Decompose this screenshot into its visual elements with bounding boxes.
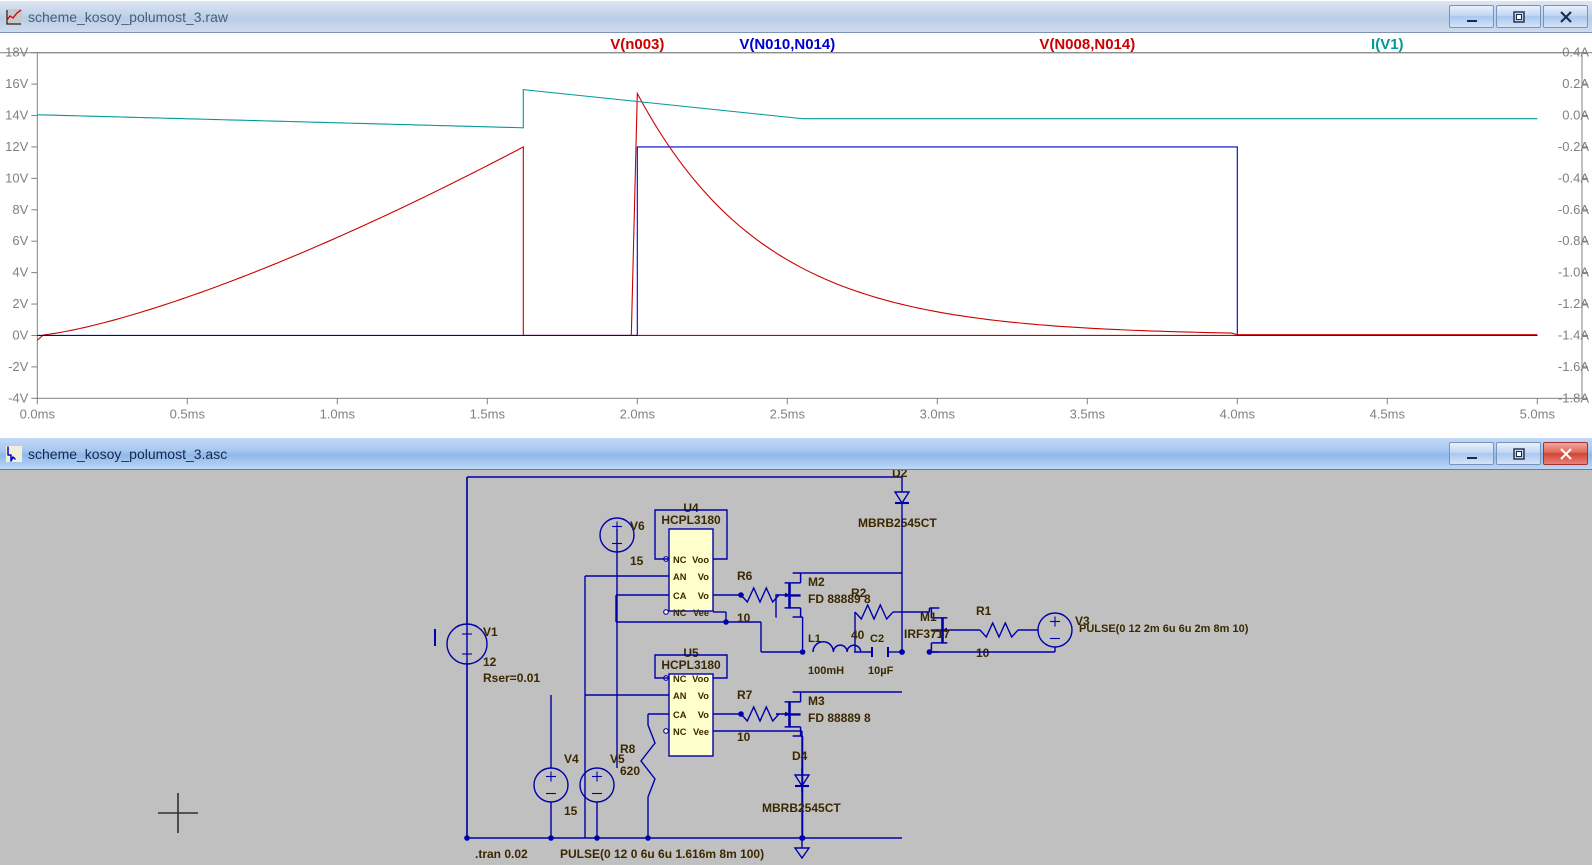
svg-text:4.0ms: 4.0ms (1220, 406, 1256, 421)
svg-text:10: 10 (737, 730, 751, 744)
svg-text:R7: R7 (737, 688, 753, 702)
svg-text:0.5ms: 0.5ms (170, 406, 206, 421)
svg-text:PULSE(0 12 2m 6u 6u 2m 8m 10): PULSE(0 12 2m 6u 6u 2m 8m 10) (1079, 623, 1249, 635)
svg-text:0.2A: 0.2A (1562, 76, 1589, 91)
svg-text:14V: 14V (5, 108, 28, 123)
svg-text:PULSE(0 12 0 6u 6u 1.616m 8m 1: PULSE(0 12 0 6u 6u 1.616m 8m 100) (560, 847, 764, 861)
svg-text:R1: R1 (976, 604, 992, 618)
svg-text:Rser=0.01: Rser=0.01 (483, 671, 540, 685)
svg-text:0.0ms: 0.0ms (20, 406, 56, 421)
svg-text:V(n003): V(n003) (610, 36, 664, 53)
svg-text:40: 40 (851, 628, 865, 642)
svg-text:CA: CA (673, 591, 687, 601)
svg-text:-0.2A: -0.2A (1558, 139, 1589, 154)
svg-text:0V: 0V (12, 327, 28, 342)
svg-text:NC: NC (673, 555, 687, 565)
svg-text:Vo: Vo (698, 710, 710, 720)
svg-text:3.5ms: 3.5ms (1070, 406, 1106, 421)
svg-text:-1.8A: -1.8A (1558, 390, 1589, 405)
svg-text:R6: R6 (737, 569, 753, 583)
svg-text:HCPL3180: HCPL3180 (661, 658, 721, 672)
svg-text:10: 10 (976, 646, 990, 660)
svg-text:Vo: Vo (698, 572, 710, 582)
svg-text:-1.0A: -1.0A (1558, 265, 1589, 280)
svg-text:620: 620 (620, 764, 640, 778)
svg-text:V(N010,N014): V(N010,N014) (739, 36, 835, 53)
svg-text:V1: V1 (483, 625, 498, 639)
svg-text:0.4A: 0.4A (1562, 45, 1589, 60)
svg-text:-0.8A: -0.8A (1558, 233, 1589, 248)
svg-text:L1: L1 (808, 633, 821, 645)
svg-text:18V: 18V (5, 45, 28, 60)
svg-text:V5: V5 (610, 752, 625, 766)
svg-text:-2V: -2V (8, 359, 29, 374)
svg-text:10µF: 10µF (868, 665, 894, 677)
svg-text:15: 15 (564, 804, 578, 818)
svg-text:8V: 8V (12, 202, 28, 217)
svg-text:MBRB2545CT: MBRB2545CT (762, 801, 841, 815)
svg-text:MBRB2545CT: MBRB2545CT (858, 516, 937, 530)
svg-text:R2: R2 (851, 586, 867, 600)
svg-text:AN: AN (673, 572, 687, 582)
svg-text:M2: M2 (808, 575, 825, 589)
svg-text:2.5ms: 2.5ms (770, 406, 806, 421)
svg-text:D2: D2 (892, 470, 908, 480)
svg-text:HCPL3180: HCPL3180 (661, 513, 721, 527)
svg-text:12: 12 (483, 655, 497, 669)
svg-text:V6: V6 (630, 519, 645, 533)
svg-text:1.0ms: 1.0ms (320, 406, 356, 421)
svg-text:3.0ms: 3.0ms (920, 406, 956, 421)
svg-text:Vee: Vee (693, 727, 709, 737)
svg-text:Vo: Vo (698, 591, 710, 601)
svg-text:IRF3717: IRF3717 (904, 627, 950, 641)
svg-text:0.0A: 0.0A (1562, 108, 1589, 123)
svg-text:15: 15 (630, 554, 644, 568)
svg-text:10V: 10V (5, 170, 28, 185)
svg-text:100mH: 100mH (808, 665, 844, 677)
svg-text:M3: M3 (808, 694, 825, 708)
svg-text:1.5ms: 1.5ms (470, 406, 506, 421)
svg-text:Voo: Voo (692, 555, 709, 565)
svg-text:Vee: Vee (693, 608, 709, 618)
svg-text:M1: M1 (920, 610, 937, 624)
svg-text:10: 10 (737, 611, 751, 625)
svg-text:CA: CA (673, 710, 687, 720)
svg-text:AN: AN (673, 691, 687, 701)
svg-text:.tran 0.02: .tran 0.02 (475, 847, 528, 861)
svg-text:-4V: -4V (8, 390, 29, 405)
svg-text:5.0ms: 5.0ms (1520, 406, 1556, 421)
svg-text:-0.6A: -0.6A (1558, 202, 1589, 217)
svg-text:2V: 2V (12, 296, 28, 311)
svg-text:12V: 12V (5, 139, 28, 154)
svg-text:D4: D4 (792, 749, 808, 763)
svg-text:V4: V4 (564, 752, 579, 766)
svg-text:-1.6A: -1.6A (1558, 359, 1589, 374)
svg-text:4.5ms: 4.5ms (1370, 406, 1406, 421)
svg-text:6V: 6V (12, 233, 28, 248)
svg-text:Voo: Voo (692, 674, 709, 684)
svg-text:-1.4A: -1.4A (1558, 327, 1589, 342)
svg-text:C2: C2 (870, 633, 884, 645)
svg-text:NC: NC (673, 674, 687, 684)
svg-text:4V: 4V (12, 265, 28, 280)
svg-text:Vo: Vo (698, 691, 710, 701)
svg-text:I(V1): I(V1) (1371, 36, 1404, 53)
svg-text:V(N008,N014): V(N008,N014) (1039, 36, 1135, 53)
svg-text:16V: 16V (5, 76, 28, 91)
svg-text:2.0ms: 2.0ms (620, 406, 656, 421)
svg-text:NC: NC (673, 608, 687, 618)
svg-text:-0.4A: -0.4A (1558, 170, 1589, 185)
svg-text:-1.2A: -1.2A (1558, 296, 1589, 311)
svg-text:NC: NC (673, 727, 687, 737)
svg-text:FD 88889 8: FD 88889 8 (808, 711, 871, 725)
